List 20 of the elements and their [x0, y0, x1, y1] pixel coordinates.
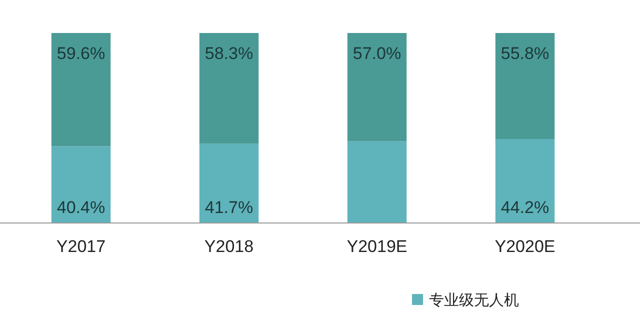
data-label: 59.6%: [56, 44, 106, 63]
bar: [495, 33, 555, 140]
legend-label: 专业级无人机: [429, 292, 519, 309]
x-tick-label: Y2018: [204, 237, 254, 256]
x-tick-label: Y2020E: [494, 237, 556, 256]
bar: [51, 146, 111, 223]
bar: [495, 139, 555, 223]
data-label: 40.4%: [56, 198, 106, 217]
data-label: 57.0%: [352, 44, 402, 63]
data-label: 44.2%: [500, 198, 550, 217]
data-label: 58.3%: [204, 44, 254, 63]
x-tick-label: Y2017: [56, 237, 106, 256]
bar: [347, 141, 407, 223]
bar: [199, 144, 259, 223]
bar: [347, 33, 407, 142]
data-label: 55.8%: [500, 44, 550, 63]
x-tick-label: Y2019E: [346, 237, 408, 256]
bar: [51, 33, 111, 146]
data-label: 41.7%: [204, 198, 254, 217]
bar: [199, 33, 259, 144]
